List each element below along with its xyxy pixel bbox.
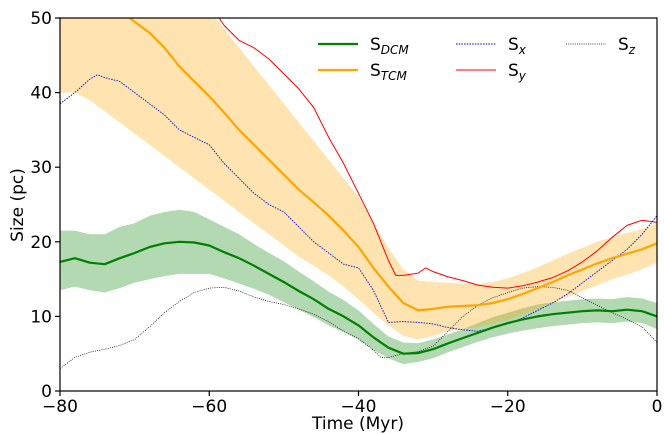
y-tick-label: 30 xyxy=(30,158,52,178)
band-s-dcm xyxy=(60,209,657,365)
x-tick-label: −60 xyxy=(191,397,227,417)
y-axis-ticks: 0 10 20 30 40 50 xyxy=(30,9,60,402)
legend-label-s-x: Sx xyxy=(508,35,527,57)
x-tick-label: −40 xyxy=(341,397,377,417)
y-tick-label: 40 xyxy=(30,84,52,104)
legend-label-s-tcm: STCM xyxy=(370,61,408,83)
x-tick-label: −80 xyxy=(42,397,78,417)
legend-label-s-y: Sy xyxy=(508,61,527,83)
series-line-s-y xyxy=(218,18,657,289)
series-line-s-z xyxy=(60,286,657,369)
x-tick-label: −20 xyxy=(490,397,526,417)
series-line-s-dcm xyxy=(60,240,657,355)
x-tick-label: 0 xyxy=(652,397,663,417)
legend: SDCM STCM Sx Sy Sz xyxy=(318,35,636,83)
legend-label-s-z: Sz xyxy=(618,35,636,57)
y-axis-label: Size (pc) xyxy=(8,168,28,242)
band-s-tcm xyxy=(60,18,657,340)
y-tick-label: 20 xyxy=(30,233,52,253)
y-tick-label: 0 xyxy=(41,382,52,402)
series-line-s-x xyxy=(60,74,657,332)
uncertainty-bands xyxy=(60,18,657,365)
series-lines xyxy=(60,18,657,369)
y-tick-label: 50 xyxy=(30,9,52,29)
x-axis-ticks: −80 −60 −40 −20 0 xyxy=(42,391,662,417)
y-tick-label: 10 xyxy=(30,307,52,327)
series-line-s-tcm xyxy=(127,18,657,312)
legend-label-s-dcm: SDCM xyxy=(370,35,409,57)
x-axis-label: Time (Myr) xyxy=(311,414,404,434)
